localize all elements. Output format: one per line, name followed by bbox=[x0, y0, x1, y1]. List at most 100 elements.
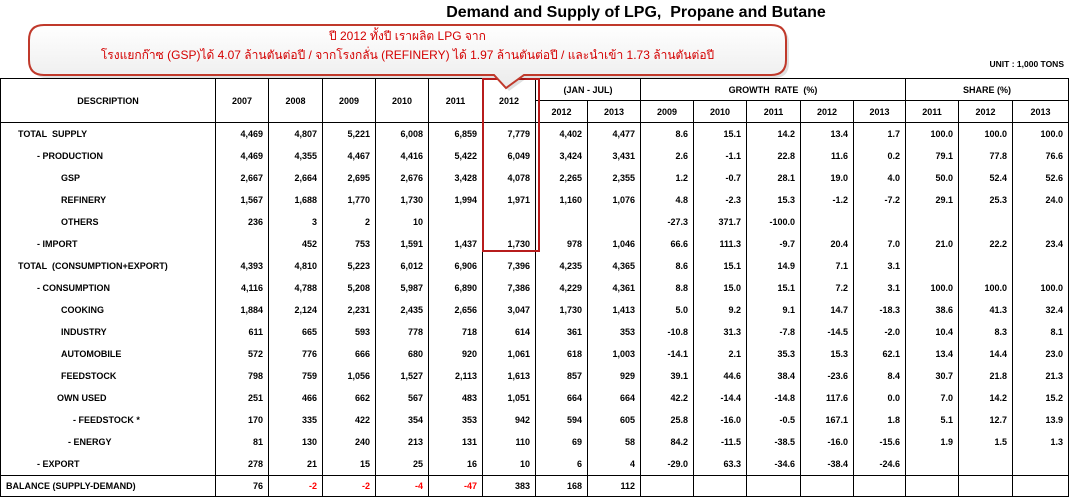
value-cell: -2.0 bbox=[854, 321, 906, 343]
value-cell: 5,221 bbox=[323, 123, 376, 145]
value-cell bbox=[959, 475, 1013, 497]
value-cell: 35.3 bbox=[747, 343, 801, 365]
value-cell: 2,355 bbox=[588, 167, 641, 189]
value-cell: 7,779 bbox=[483, 123, 536, 145]
header-sub-year: 2009 bbox=[641, 101, 694, 123]
value-cell: -24.6 bbox=[854, 453, 906, 475]
value-cell: 2,124 bbox=[269, 299, 323, 321]
value-cell: 41.3 bbox=[959, 299, 1013, 321]
row-label: BALANCE (SUPPLY-DEMAND) bbox=[1, 475, 216, 497]
value-cell: 5,208 bbox=[323, 277, 376, 299]
value-cell: 335 bbox=[269, 409, 323, 431]
value-cell: 6,008 bbox=[376, 123, 429, 145]
value-cell: 63.3 bbox=[694, 453, 747, 475]
callout-line-2: โรงแยกก๊าซ (GSP)ได้ 4.07 ล้านตันต่อปี / … bbox=[100, 48, 715, 62]
value-cell: 77.8 bbox=[959, 145, 1013, 167]
value-cell bbox=[641, 475, 694, 497]
value-cell bbox=[588, 211, 641, 233]
value-cell: 8.1 bbox=[1013, 321, 1069, 343]
value-cell: 58 bbox=[588, 431, 641, 453]
value-cell: 567 bbox=[376, 387, 429, 409]
value-cell: 15.1 bbox=[747, 277, 801, 299]
value-cell: 131 bbox=[429, 431, 483, 453]
value-cell: 4,393 bbox=[216, 255, 269, 277]
value-cell: 4,355 bbox=[269, 145, 323, 167]
value-cell: 23.4 bbox=[1013, 233, 1069, 255]
value-cell: 383 bbox=[483, 475, 536, 497]
value-cell: 4.8 bbox=[641, 189, 694, 211]
value-cell: -100.0 bbox=[747, 211, 801, 233]
value-cell: -4 bbox=[376, 475, 429, 497]
value-cell bbox=[801, 211, 854, 233]
value-cell: 25.3 bbox=[959, 189, 1013, 211]
value-cell: 76 bbox=[216, 475, 269, 497]
value-cell: 3.1 bbox=[854, 255, 906, 277]
value-cell: 52.4 bbox=[959, 167, 1013, 189]
value-cell: 1,527 bbox=[376, 365, 429, 387]
value-cell: 3 bbox=[269, 211, 323, 233]
row-label: OTHERS bbox=[1, 211, 216, 233]
value-cell: -29.0 bbox=[641, 453, 694, 475]
value-cell: 759 bbox=[269, 365, 323, 387]
value-cell: 10 bbox=[376, 211, 429, 233]
value-cell: 1,437 bbox=[429, 233, 483, 255]
value-cell: -7.8 bbox=[747, 321, 801, 343]
header-sub-year: 2010 bbox=[694, 101, 747, 123]
header-group-growth-rate: GROWTH RATE (%) bbox=[641, 79, 906, 101]
row-label: - FEEDSTOCK * bbox=[1, 409, 216, 431]
value-cell: 6,049 bbox=[483, 145, 536, 167]
value-cell: -14.8 bbox=[747, 387, 801, 409]
row-label: - EXPORT bbox=[1, 453, 216, 475]
value-cell: 8.8 bbox=[641, 277, 694, 299]
value-cell: 4 bbox=[588, 453, 641, 475]
value-cell: 29.1 bbox=[906, 189, 959, 211]
value-cell: 15 bbox=[323, 453, 376, 475]
value-cell: 42.2 bbox=[641, 387, 694, 409]
value-cell: 354 bbox=[376, 409, 429, 431]
value-cell: 8.3 bbox=[959, 321, 1013, 343]
header-sub-year: 2013 bbox=[854, 101, 906, 123]
value-cell: -14.4 bbox=[694, 387, 747, 409]
value-cell: 100.0 bbox=[959, 277, 1013, 299]
value-cell: -27.3 bbox=[641, 211, 694, 233]
value-cell: 28.1 bbox=[747, 167, 801, 189]
row-label: OWN USED bbox=[1, 387, 216, 409]
value-cell bbox=[694, 475, 747, 497]
value-cell: 19.0 bbox=[801, 167, 854, 189]
value-cell: 361 bbox=[536, 321, 588, 343]
value-cell: 6,890 bbox=[429, 277, 483, 299]
unit-label: UNIT : 1,000 TONS bbox=[989, 59, 1064, 69]
value-cell: 2,656 bbox=[429, 299, 483, 321]
value-cell: 4,361 bbox=[588, 277, 641, 299]
value-cell: 240 bbox=[323, 431, 376, 453]
value-cell bbox=[906, 453, 959, 475]
value-cell: 2 bbox=[323, 211, 376, 233]
header-year-2007: 2007 bbox=[216, 79, 269, 123]
value-cell: 24.0 bbox=[1013, 189, 1069, 211]
value-cell: 13.9 bbox=[1013, 409, 1069, 431]
value-cell: 20.4 bbox=[801, 233, 854, 255]
row-label: COOKING bbox=[1, 299, 216, 321]
value-cell: 3,047 bbox=[483, 299, 536, 321]
value-cell: 25 bbox=[376, 453, 429, 475]
value-cell: 2,113 bbox=[429, 365, 483, 387]
value-cell: -15.6 bbox=[854, 431, 906, 453]
value-cell: 14.4 bbox=[959, 343, 1013, 365]
header-sub-year: 2011 bbox=[906, 101, 959, 123]
value-cell: 483 bbox=[429, 387, 483, 409]
value-cell: 30.7 bbox=[906, 365, 959, 387]
value-cell: 6,859 bbox=[429, 123, 483, 145]
header-sub-year: 2011 bbox=[747, 101, 801, 123]
value-cell: 32.4 bbox=[1013, 299, 1069, 321]
value-cell: 594 bbox=[536, 409, 588, 431]
value-cell bbox=[959, 255, 1013, 277]
header-year-2009: 2009 bbox=[323, 79, 376, 123]
value-cell: 1,567 bbox=[216, 189, 269, 211]
value-cell: 929 bbox=[588, 365, 641, 387]
value-cell: 2.6 bbox=[641, 145, 694, 167]
value-cell: 251 bbox=[216, 387, 269, 409]
value-cell bbox=[429, 211, 483, 233]
value-cell: 1,046 bbox=[588, 233, 641, 255]
value-cell bbox=[854, 211, 906, 233]
value-cell: 1,076 bbox=[588, 189, 641, 211]
